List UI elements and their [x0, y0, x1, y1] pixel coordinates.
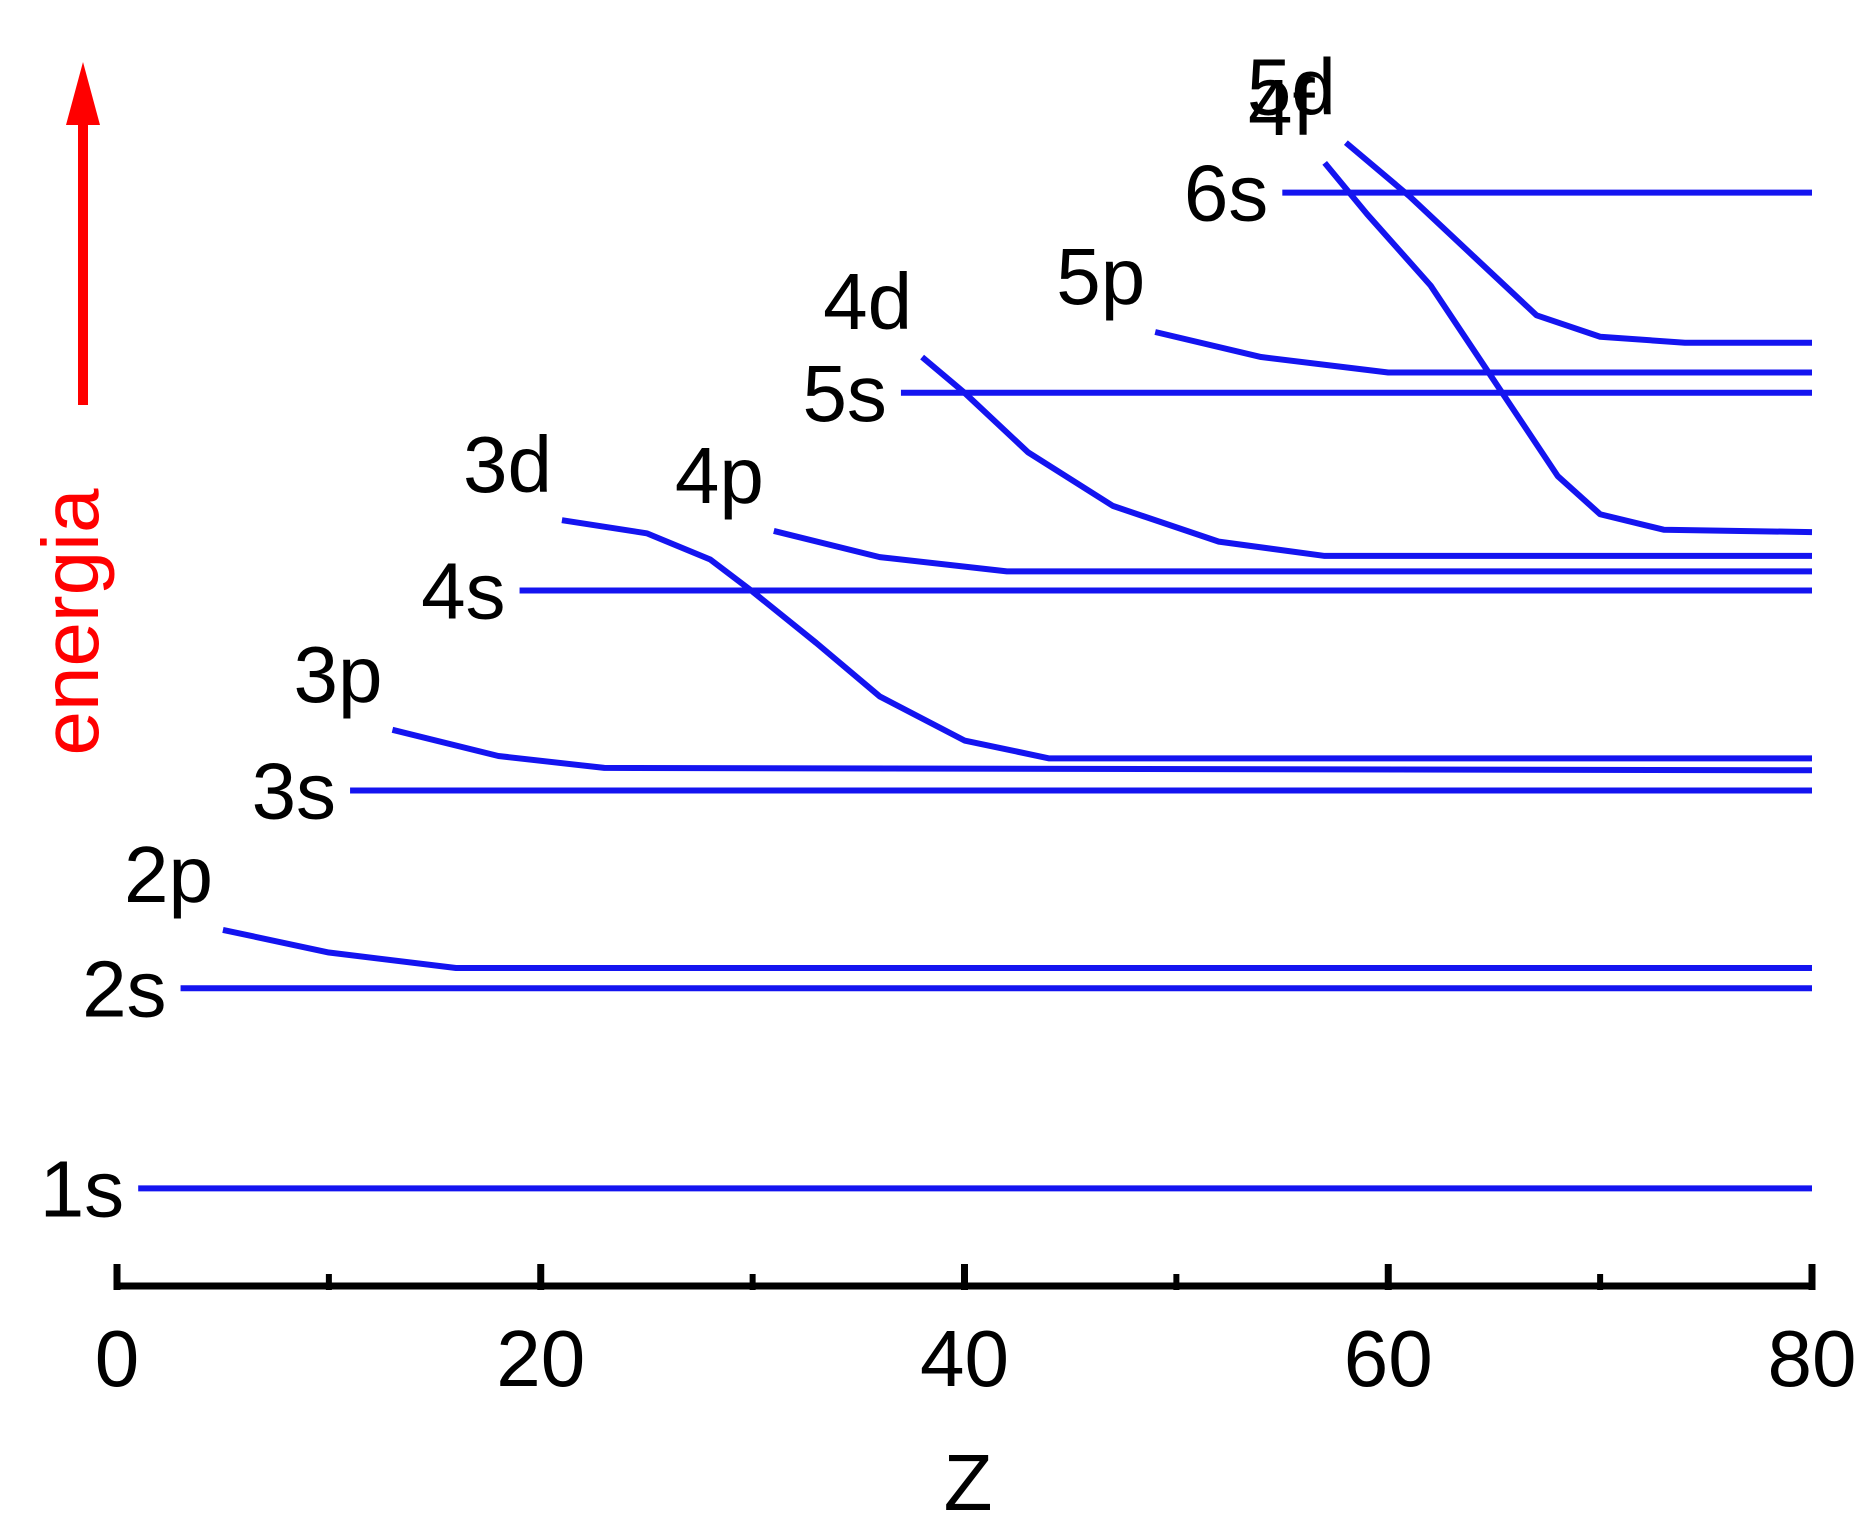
- x-tick-label: 40: [920, 1314, 1009, 1403]
- orbital-line: [1154, 329, 1812, 376]
- orbital-label: 2p: [124, 830, 213, 919]
- orbital-label: 1s: [40, 1144, 125, 1233]
- orbital-line: [561, 517, 1812, 762]
- orbital-label: 3s: [252, 747, 337, 836]
- y-axis-label: energia: [26, 488, 115, 755]
- orbital-label: 4s: [421, 546, 506, 635]
- orbital-label: 3d: [463, 420, 552, 509]
- x-axis-label: Z: [944, 1438, 993, 1527]
- orbital-label: 5s: [802, 349, 887, 438]
- orbital-label: 4p: [675, 431, 764, 520]
- orbital-line: [391, 726, 1813, 774]
- x-tick-label: 20: [496, 1314, 585, 1403]
- orbital-line: [1343, 140, 1812, 346]
- orbital-label: 2s: [82, 944, 167, 1033]
- orbital-label: 3p: [293, 630, 382, 719]
- x-tick-label: 0: [95, 1314, 140, 1403]
- orbital-label: 4d: [823, 257, 912, 346]
- orbital-label: 6s: [1184, 149, 1269, 238]
- orbital-line: [1322, 160, 1813, 536]
- orbital-label: 4f: [1248, 63, 1315, 152]
- orbital-line: [773, 527, 1812, 575]
- x-tick-label: 80: [1768, 1314, 1857, 1403]
- x-tick-label: 60: [1344, 1314, 1433, 1403]
- energy-arrow-head: [66, 62, 100, 125]
- orbital-line: [920, 354, 1812, 559]
- orbital-label: 5p: [1056, 232, 1145, 321]
- orbital-line: [222, 926, 1812, 972]
- orbital-label: 5d: [1247, 43, 1336, 132]
